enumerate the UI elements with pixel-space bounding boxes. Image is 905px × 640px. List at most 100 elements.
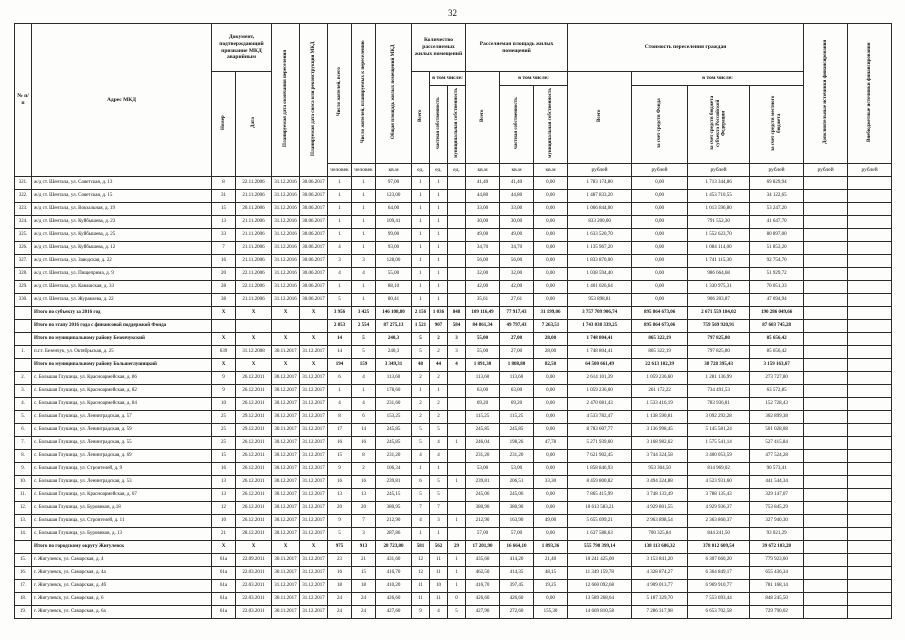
value-cell: 30,00	[499, 215, 535, 229]
value-cell: 865 322,19	[631, 345, 689, 359]
table-row: 9. с. Большая Глушица, ул. Строителей, д.…	[14, 462, 893, 476]
value-cell: 2	[429, 332, 448, 346]
value-cell: 895 864 673,06	[631, 319, 689, 333]
value-cell: 30.12.2017	[271, 514, 300, 528]
value-cell: 797 825,80	[687, 345, 751, 359]
col-header-cost-local: за счет средств местного бюджета	[749, 85, 805, 164]
value-cell: Х	[211, 332, 236, 346]
value-cell: 245,85	[375, 436, 412, 450]
value-cell: 1 893,36	[533, 540, 569, 554]
value-cell: 0,00	[533, 527, 569, 541]
value-cell: 61а	[211, 592, 236, 606]
value-cell: 13	[327, 488, 352, 502]
col-header-date-resettle: Планируемая дата окончания переселения	[271, 23, 300, 177]
value-cell: 0,00	[631, 293, 689, 307]
value-cell: 113,60	[499, 371, 535, 385]
value-cell: 1 036	[429, 306, 448, 320]
total-row: Итого по городскому округу Жигулевск Х Х Х Х…	[14, 540, 893, 554]
value-cell	[803, 371, 849, 385]
value-cell: 4	[429, 605, 448, 619]
value-cell: 27,00	[499, 345, 535, 359]
value-cell	[446, 280, 467, 294]
value-cell: 212,90	[375, 514, 412, 528]
value-cell: 30.11.2017	[271, 553, 300, 567]
value-cell: 0,00	[533, 176, 569, 190]
col-header-residents-total: Число жителей, всего	[327, 23, 352, 164]
value-cell: 11	[429, 566, 448, 580]
value-cell: 28,00	[533, 332, 569, 346]
table-row: 10. с. Большая Глушица, ул. Ленинградская…	[14, 475, 893, 489]
value-cell: 34,70	[465, 241, 501, 255]
value-cell: 562	[429, 540, 448, 554]
value-cell	[446, 202, 467, 216]
value-cell: 49 797,43	[499, 319, 535, 333]
value-cell: 1 066 844,00	[567, 202, 633, 216]
table-row: 8. с. Большая Глушица, ул. Ленинградская,…	[14, 449, 893, 463]
value-cell: 31.12.2017	[299, 345, 328, 359]
value-cell	[803, 514, 849, 528]
col-header-additional-sources: Дополнительные источники финансирования	[803, 23, 849, 164]
value-cell	[847, 254, 893, 268]
value-cell	[847, 579, 893, 593]
value-cell: 84 861,34	[465, 319, 501, 333]
value-cell	[803, 566, 849, 580]
value-cell: 17	[327, 423, 352, 437]
value-cell: 779 923,60	[749, 553, 805, 567]
address-cell: Итого по муниципальному району Безенчукс…	[31, 332, 212, 346]
value-cell: 477 524,28	[749, 449, 805, 463]
value-cell	[847, 176, 893, 190]
value-cell: 1	[411, 280, 430, 294]
value-cell: 14	[327, 332, 352, 346]
value-cell: 153,25	[375, 410, 412, 424]
value-cell: 414,20	[499, 553, 535, 567]
value-cell: 3	[446, 332, 467, 346]
value-cell: 10 241 425,00	[567, 553, 633, 567]
value-cell: 26.12.2011	[235, 384, 272, 398]
value-cell: 8 459 800,82	[567, 475, 633, 489]
value-cell: 4	[327, 267, 352, 281]
value-cell: 1	[327, 202, 352, 216]
col-header-units-private: частная собственность	[429, 85, 448, 164]
total-row: Итого по субъекту за 2016 год Х Х Х Х 3 956 3 …	[14, 306, 893, 320]
value-cell: 34 122,65	[749, 189, 805, 203]
value-cell: 30.12.2017	[271, 488, 300, 502]
col-header-area-mkd: Общая площадь жилых помещений МКД	[375, 23, 412, 164]
value-cell: 61а	[211, 579, 236, 593]
value-cell: 4 533 782,47	[567, 410, 633, 424]
value-cell: 26.12.2011	[235, 397, 272, 411]
value-cell: 8 783 607,77	[567, 423, 633, 437]
value-cell: 11 349 159,78	[567, 566, 633, 580]
table-row: 329. ж/д ст. Шентала, ул. Канашская, д. 3…	[14, 280, 893, 294]
value-cell: 245,85	[465, 423, 501, 437]
col-header-units-incl: в том числе:	[428, 71, 467, 86]
value-cell: Х	[235, 540, 272, 554]
value-cell: 30.06.2017	[299, 267, 328, 281]
value-cell: 833 200,00	[567, 215, 633, 229]
value-cell: 31.12.2016	[271, 189, 300, 203]
value-cell	[847, 475, 893, 489]
value-cell: 0,00	[533, 384, 569, 398]
value-cell: 82,50	[533, 358, 569, 372]
value-cell: 555 798 399,14	[567, 540, 633, 554]
value-cell: 2	[411, 397, 430, 411]
address-cell: г. Жигулевск, ул. Самарская, д. 4а	[31, 566, 212, 580]
value-cell: 18	[351, 579, 376, 593]
value-cell: 30.12.2017	[271, 501, 300, 515]
value-cell: 115,25	[465, 410, 501, 424]
table-row: 2. с. Большая Глушица, ул. Красноармейска…	[14, 371, 893, 385]
value-cell	[847, 345, 893, 359]
value-cell: 1	[429, 189, 448, 203]
row-number: 18.	[14, 592, 32, 606]
value-cell: 87 275,13	[375, 319, 412, 333]
value-cell: 31 199,06	[533, 306, 569, 320]
value-cell: 22.03.2011	[235, 605, 272, 619]
value-cell: 31.12.2016	[271, 241, 300, 255]
value-cell: 1	[411, 202, 430, 216]
value-cell: 51 929,72	[749, 267, 805, 281]
address-cell: ж/д ст. Шентала, ул. Вокзальная, д. 19	[31, 202, 212, 216]
unit-label: рублей	[803, 163, 849, 177]
value-cell: 5	[411, 423, 430, 437]
value-cell: 159	[351, 358, 376, 372]
value-cell: 7	[429, 501, 448, 515]
value-cell: 15	[211, 449, 236, 463]
